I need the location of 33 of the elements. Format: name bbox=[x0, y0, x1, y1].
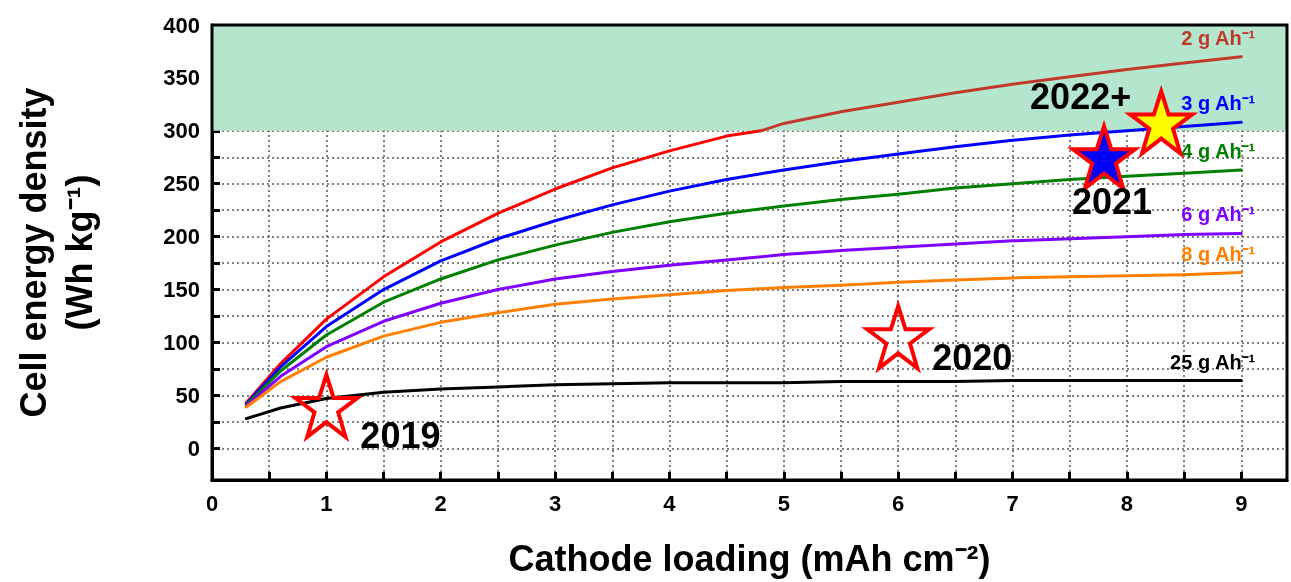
x-tick-label: 7 bbox=[1006, 490, 1019, 516]
y-tick-label: 50 bbox=[175, 382, 200, 408]
y-tick-label: 100 bbox=[163, 329, 200, 355]
y-tick-label: 350 bbox=[163, 65, 200, 91]
series-label: 3 g Ah⁻¹ bbox=[1181, 92, 1256, 115]
y-tick-label: 0 bbox=[187, 435, 200, 461]
series-label: 8 g Ah⁻¹ bbox=[1181, 242, 1256, 265]
x-tick-label: 6 bbox=[892, 490, 905, 516]
line-series bbox=[244, 129, 763, 405]
y-axis-title: Cell energy density (Wh kg⁻¹) bbox=[12, 87, 100, 418]
series-label: 4 g Ah⁻¹ bbox=[1181, 139, 1256, 162]
x-tick-label: 9 bbox=[1235, 490, 1248, 516]
x-tick-label: 5 bbox=[777, 490, 790, 516]
y-tick-label: 400 bbox=[163, 12, 200, 38]
annotation: 2019 bbox=[360, 415, 441, 457]
annotation: 2020 bbox=[932, 336, 1013, 378]
x-tick-label: 8 bbox=[1120, 490, 1134, 516]
y-tick-label: 150 bbox=[163, 277, 200, 303]
series-label: 2 g Ah⁻¹ bbox=[1181, 26, 1256, 49]
y-tick-label: 300 bbox=[163, 118, 200, 144]
line-series bbox=[244, 379, 1243, 421]
y-tick-label: 250 bbox=[163, 171, 200, 197]
x-tick-label: 0 bbox=[205, 490, 219, 516]
series-label: 25 g Ah⁻¹ bbox=[1170, 350, 1256, 373]
annotation: 2021 bbox=[1072, 180, 1153, 222]
annotation: 2022+ bbox=[1030, 75, 1132, 117]
x-tick-label: 1 bbox=[320, 490, 333, 516]
x-tick-label: 2 bbox=[434, 490, 447, 516]
x-tick-label: 4 bbox=[663, 490, 677, 516]
series-label: 6 g Ah⁻¹ bbox=[1181, 203, 1256, 226]
x-axis-title: Cathode loading (mAh cm⁻²) bbox=[508, 537, 991, 579]
y-tick-label: 200 bbox=[163, 224, 200, 250]
x-tick-label: 3 bbox=[548, 490, 562, 516]
